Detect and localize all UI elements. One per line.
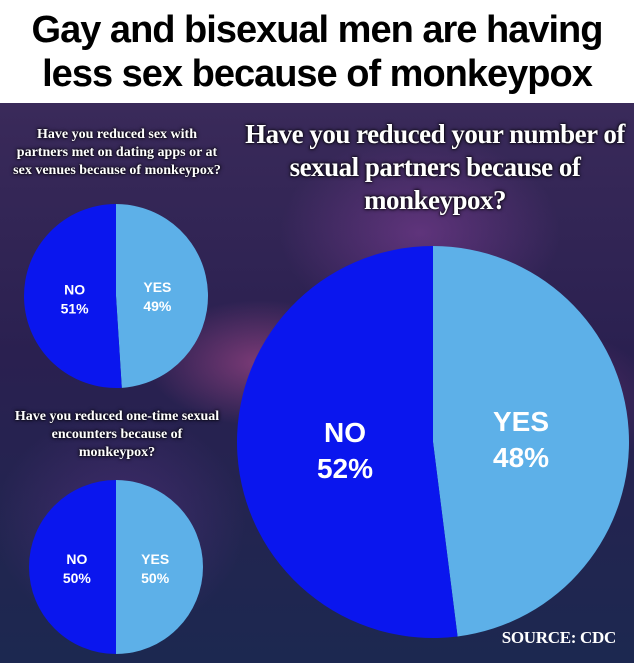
chart-title-dating-apps: Have you reduced sex with partners met o… xyxy=(13,127,221,178)
pie-label-partners-no: NO xyxy=(324,417,366,448)
pie-slice-dating-apps-yes xyxy=(116,204,208,388)
pie-value-one-time-no: 50% xyxy=(63,570,92,586)
pie-slice-one-time-yes xyxy=(116,480,203,654)
pie-label-partners-yes: YES xyxy=(493,406,549,437)
pie-value-dating-apps-yes: 49% xyxy=(143,298,172,314)
pie-value-partners-no: 52% xyxy=(317,453,373,484)
pie-label-dating-apps-no: NO xyxy=(64,281,85,297)
chart-title-partners: Have you reduced your number of sexual p… xyxy=(245,119,625,215)
source-credit: SOURCE: CDC xyxy=(501,628,617,647)
pie-label-dating-apps-yes: YES xyxy=(143,279,171,295)
pie-slice-partners-no xyxy=(237,246,458,638)
pie-label-one-time-no: NO xyxy=(66,551,87,567)
pie-value-dating-apps-no: 51% xyxy=(61,300,90,316)
pie-value-partners-yes: 48% xyxy=(493,442,549,473)
headline: Gay and bisexual men are having less sex… xyxy=(0,0,634,103)
chart-title-one-time: Have you reduced one-time sexual encount… xyxy=(14,409,220,460)
pie-slice-partners-yes xyxy=(433,246,630,637)
pie-slice-dating-apps-no xyxy=(23,204,122,389)
pie-slice-one-time-no xyxy=(29,480,116,654)
pie-value-one-time-yes: 50% xyxy=(141,570,170,586)
headline-line-2: less sex because of monkeypox xyxy=(42,52,593,95)
pie-label-one-time-yes: YES xyxy=(141,551,169,567)
headline-line-1: Gay and bisexual men are having xyxy=(31,8,604,51)
